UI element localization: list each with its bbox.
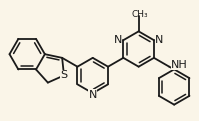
Text: N: N <box>114 35 122 45</box>
Text: N: N <box>89 90 97 100</box>
Text: NH: NH <box>171 60 188 70</box>
Text: S: S <box>60 70 67 80</box>
Text: N: N <box>155 35 164 45</box>
Text: CH₃: CH₃ <box>131 10 148 19</box>
